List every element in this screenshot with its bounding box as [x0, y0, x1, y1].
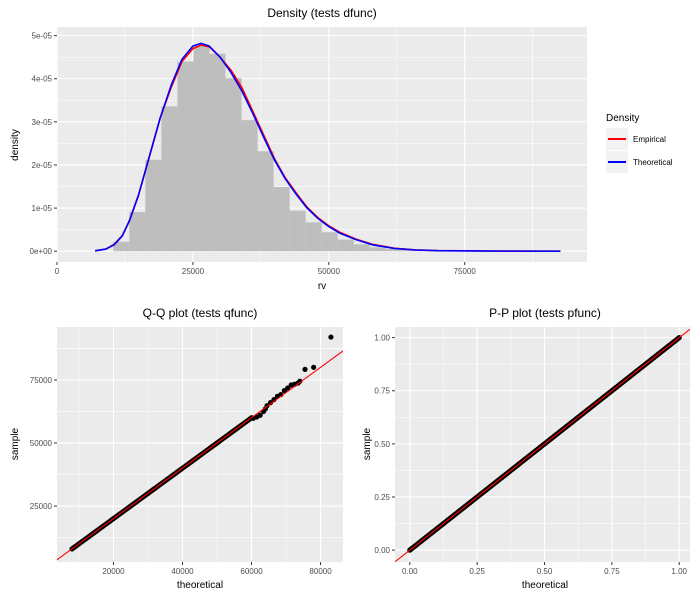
pp-xtick-label: 0.50	[537, 567, 553, 576]
density-xtick-label: 50000	[318, 267, 341, 276]
qq-panel: 20000 40000 60000 80000 25000 50000 75000	[30, 327, 343, 576]
pp-ytick-label: 0.50	[374, 440, 390, 449]
histogram-bar	[241, 120, 258, 252]
pp-xtick-label: 0.25	[469, 567, 485, 576]
qq-xtick-label: 20000	[102, 567, 125, 576]
histogram-bar	[401, 249, 418, 252]
histogram-bar	[353, 244, 370, 252]
legend-label-theoretical: Theoretical	[633, 158, 673, 167]
density-ylabel: density	[10, 129, 21, 161]
density-xtick-label: 75000	[454, 267, 477, 276]
histogram-bar	[209, 53, 226, 252]
legend-label-empirical: Empirical	[633, 135, 666, 144]
qq-point	[285, 385, 291, 391]
qq-xtick-label: 60000	[240, 567, 263, 576]
histogram-bar	[321, 232, 338, 252]
density-xtick-label: 25000	[182, 267, 205, 276]
pp-panel: 0.00 0.25 0.50 0.75 1.00 0.00 0.25 0.50 0.75 1.00	[374, 327, 690, 576]
histogram-bar	[385, 249, 402, 252]
qq-point	[257, 412, 263, 418]
legend: Density Empirical Theoretical	[606, 113, 673, 173]
density-xtick-label: 0	[55, 267, 60, 276]
histogram-bar	[161, 106, 178, 252]
density-ytick-label: 3e-05	[32, 118, 53, 127]
qq-ytick-label: 50000	[30, 439, 53, 448]
histogram-bar	[337, 239, 354, 252]
histogram-bar	[257, 151, 274, 252]
legend-title: Density	[606, 113, 639, 124]
density-ytick-label: 4e-05	[32, 75, 53, 84]
density-ytick-label: 1e-05	[32, 204, 53, 213]
histogram-bar	[225, 78, 242, 252]
histogram-bar	[305, 222, 322, 252]
pp-title: P-P plot (tests pfunc)	[489, 306, 601, 320]
histogram-bar	[145, 159, 162, 252]
density-ytick-label: 5e-05	[32, 32, 53, 41]
qq-point	[302, 366, 308, 372]
qq-reference-line	[57, 350, 343, 561]
pp-xtick-label: 0.00	[402, 567, 418, 576]
pp-reference-line	[395, 328, 690, 562]
density-ytick-label: 2e-05	[32, 161, 53, 170]
histogram-bar	[113, 241, 130, 252]
density-panel: 0 25000 50000 75000 0e+00 1e-05 2e-05 3e-05 4e-0…	[30, 27, 587, 276]
qq-xtick-label: 40000	[171, 567, 194, 576]
histogram-bar	[193, 45, 210, 252]
pp-ytick-label: 0.75	[374, 387, 390, 396]
pp-ylabel: sample	[362, 427, 373, 460]
pp-xtick-label: 0.75	[604, 567, 620, 576]
histogram-bar	[129, 211, 146, 252]
qq-ytick-label: 75000	[30, 376, 53, 385]
density-plot-area	[94, 42, 561, 252]
histogram-bar	[289, 210, 306, 252]
qq-point	[267, 400, 274, 406]
qq-xtick-label: 80000	[309, 567, 332, 576]
histogram-bar	[369, 247, 386, 252]
qq-ytick-label: 25000	[30, 502, 53, 511]
qq-xlabel: theoretical	[177, 580, 223, 591]
density-ytick-label: 0e+00	[30, 247, 53, 256]
histogram-bar	[177, 61, 194, 252]
histogram-bar	[273, 186, 290, 252]
qq-plot-area	[57, 334, 343, 561]
density-title: Density (tests dfunc)	[267, 6, 376, 20]
pp-xtick-label: 1.00	[671, 567, 687, 576]
qq-point	[311, 364, 317, 370]
qq-title: Q-Q plot (tests qfunc)	[143, 306, 258, 320]
pp-xlabel: theoretical	[522, 580, 568, 591]
qq-ylabel: sample	[10, 427, 21, 460]
qq-point	[328, 334, 334, 340]
pp-ytick-label: 0.25	[374, 493, 390, 502]
qq-point	[297, 378, 303, 384]
pp-ytick-label: 1.00	[374, 334, 390, 343]
density-xlabel: rv	[318, 281, 326, 292]
density-line-theoretical	[94, 42, 561, 252]
pp-plot-area	[395, 328, 690, 562]
pp-ytick-label: 0.00	[374, 546, 390, 555]
